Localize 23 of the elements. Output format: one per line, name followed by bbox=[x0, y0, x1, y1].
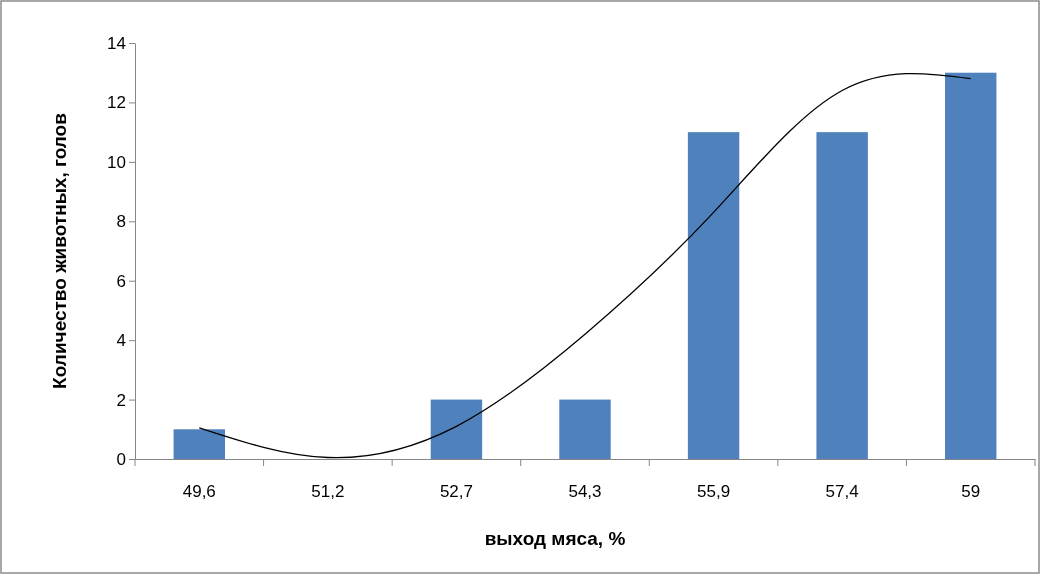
bar bbox=[687, 132, 740, 459]
y-tick-label: 2 bbox=[116, 390, 126, 410]
x-tick-label: 51,2 bbox=[311, 482, 345, 502]
y-tick-label: 8 bbox=[116, 212, 126, 232]
bar bbox=[816, 132, 868, 459]
x-tick-label: 54,3 bbox=[568, 482, 602, 502]
y-tick-label: 12 bbox=[107, 93, 126, 113]
x-tick-label: 57,4 bbox=[825, 482, 859, 502]
x-tick-label: 49,6 bbox=[182, 482, 216, 502]
y-tick-label: 0 bbox=[116, 449, 126, 469]
y-tick-label: 4 bbox=[116, 331, 126, 351]
x-tick-label: 52,7 bbox=[439, 482, 473, 502]
y-axis-title: Количество животных, голов bbox=[49, 113, 70, 389]
y-tick-label: 6 bbox=[116, 271, 126, 291]
bar bbox=[559, 399, 611, 459]
x-tick-label: 59 bbox=[961, 482, 981, 502]
x-axis-title: выход мяса, % bbox=[484, 528, 626, 549]
y-tick-label: 14 bbox=[107, 33, 126, 53]
x-tick-label: 55,9 bbox=[697, 482, 731, 502]
bar bbox=[173, 429, 225, 459]
bar bbox=[945, 72, 997, 459]
bar bbox=[430, 399, 483, 459]
y-tick-label: 10 bbox=[107, 152, 126, 172]
